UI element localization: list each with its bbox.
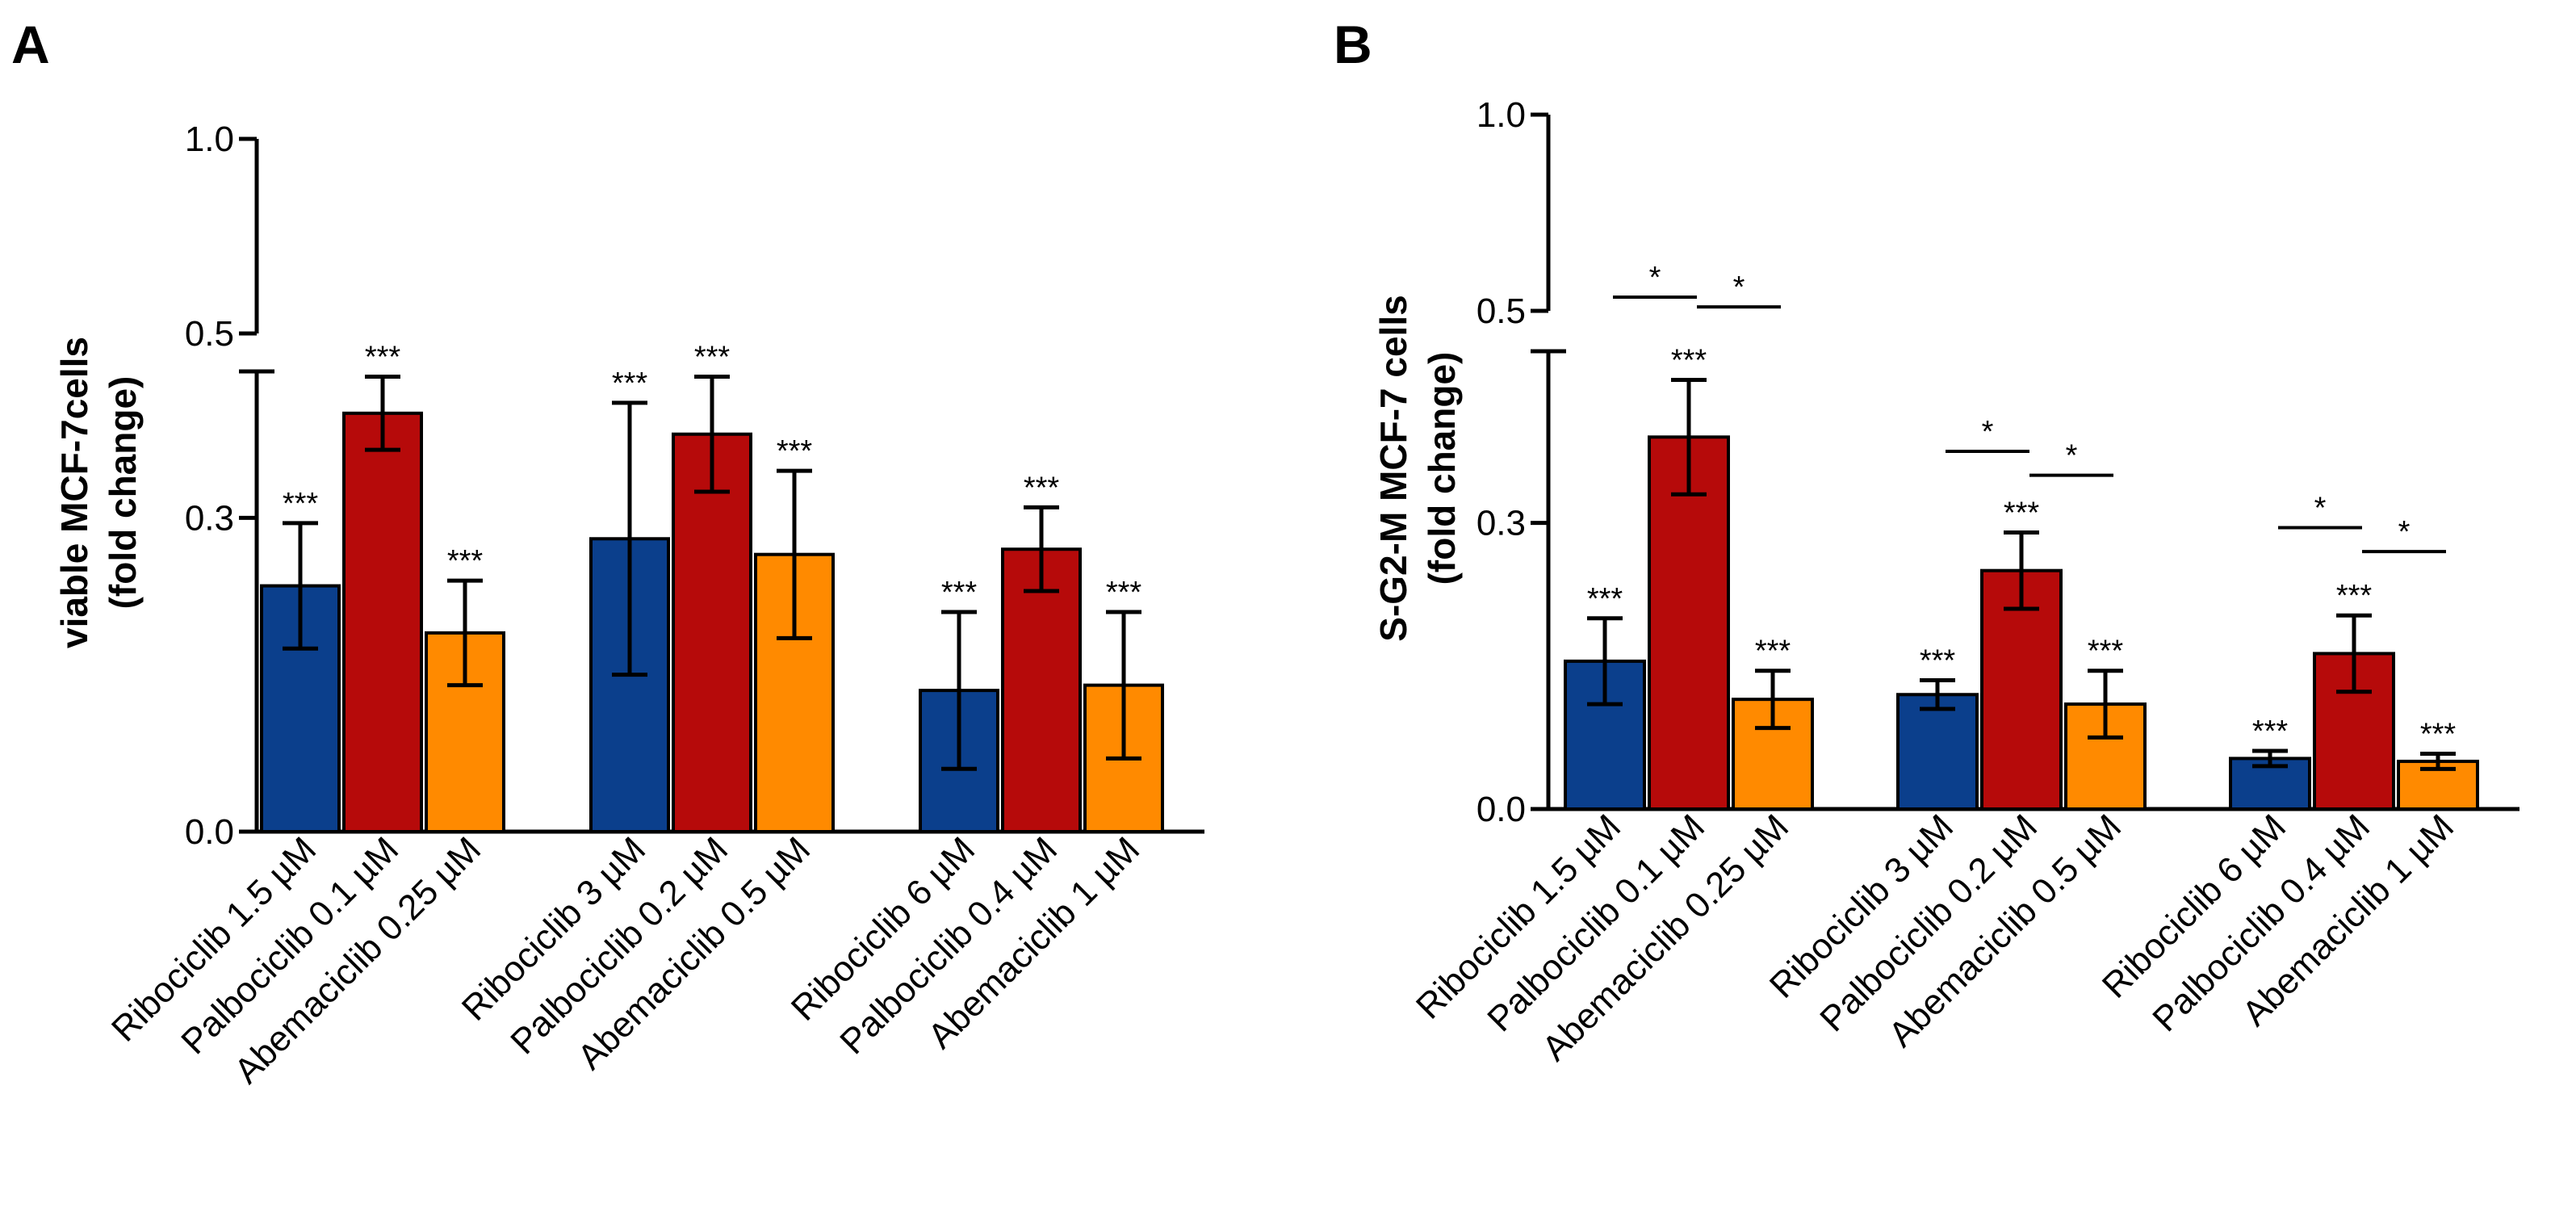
y-axis-title-units: (fold change) xyxy=(1421,352,1463,585)
significance-label: *** xyxy=(2088,635,2124,669)
chart-panel-b: 0.0 0.3 0.5 1.0 S-G2-M MCF-7 cells (fold chan… xyxy=(1372,95,2519,1068)
comparison-label: * xyxy=(1982,415,1994,449)
comparison-label: * xyxy=(1649,261,1661,295)
y-axis-title: S-G2-M MCF-7 cells xyxy=(1372,295,1414,641)
y-tick-label: 0.0 xyxy=(185,812,234,852)
y-axis-title: viable MCF-7cells xyxy=(53,337,95,648)
comparison-label: * xyxy=(2314,492,2327,526)
comparison-label: * xyxy=(2066,439,2078,473)
significance-label: *** xyxy=(365,340,401,374)
y-axis-title-units: (fold change) xyxy=(102,376,144,610)
panel-a-letter: A xyxy=(11,15,50,74)
significance-label: *** xyxy=(2004,496,2040,530)
bar[interactable] xyxy=(1001,547,1082,834)
significance-label: *** xyxy=(1024,471,1060,505)
significance-label: *** xyxy=(283,487,319,521)
bar[interactable] xyxy=(672,432,752,834)
significance-label: *** xyxy=(2420,717,2457,751)
panel-b-letter: B xyxy=(1334,15,1372,74)
significance-label: *** xyxy=(941,576,978,610)
comparison-label: * xyxy=(2398,515,2411,549)
y-tick-label: 0.3 xyxy=(1476,504,1526,543)
bar[interactable] xyxy=(1896,693,1979,811)
significance-label: *** xyxy=(2252,715,2289,748)
y-tick-label: 0.0 xyxy=(1476,790,1526,829)
bar[interactable] xyxy=(2229,757,2311,811)
significance-label: *** xyxy=(1671,343,1707,377)
significance-label: *** xyxy=(2336,579,2373,613)
significance-label: *** xyxy=(1920,644,1956,678)
chart-panel-a: 0.0 0.3 0.5 1.0 viable MCF-7cells (fold chang… xyxy=(53,119,1204,1091)
y-tick-label: 1.0 xyxy=(1476,95,1526,135)
significance-label: *** xyxy=(1755,635,1791,669)
significance-label: *** xyxy=(447,544,484,578)
significance-label: *** xyxy=(1106,576,1142,610)
significance-label: *** xyxy=(612,367,648,400)
significance-label: *** xyxy=(777,434,813,468)
y-tick-label: 0.5 xyxy=(1476,291,1526,331)
y-tick-label: 0.3 xyxy=(185,498,234,538)
bar[interactable] xyxy=(342,411,423,833)
bar[interactable] xyxy=(589,537,670,833)
significance-label: *** xyxy=(694,340,731,374)
y-tick-label: 0.5 xyxy=(185,314,234,354)
y-tick-label: 1.0 xyxy=(185,119,234,159)
significance-label: *** xyxy=(1587,582,1623,616)
comparison-label: * xyxy=(1733,270,1745,304)
